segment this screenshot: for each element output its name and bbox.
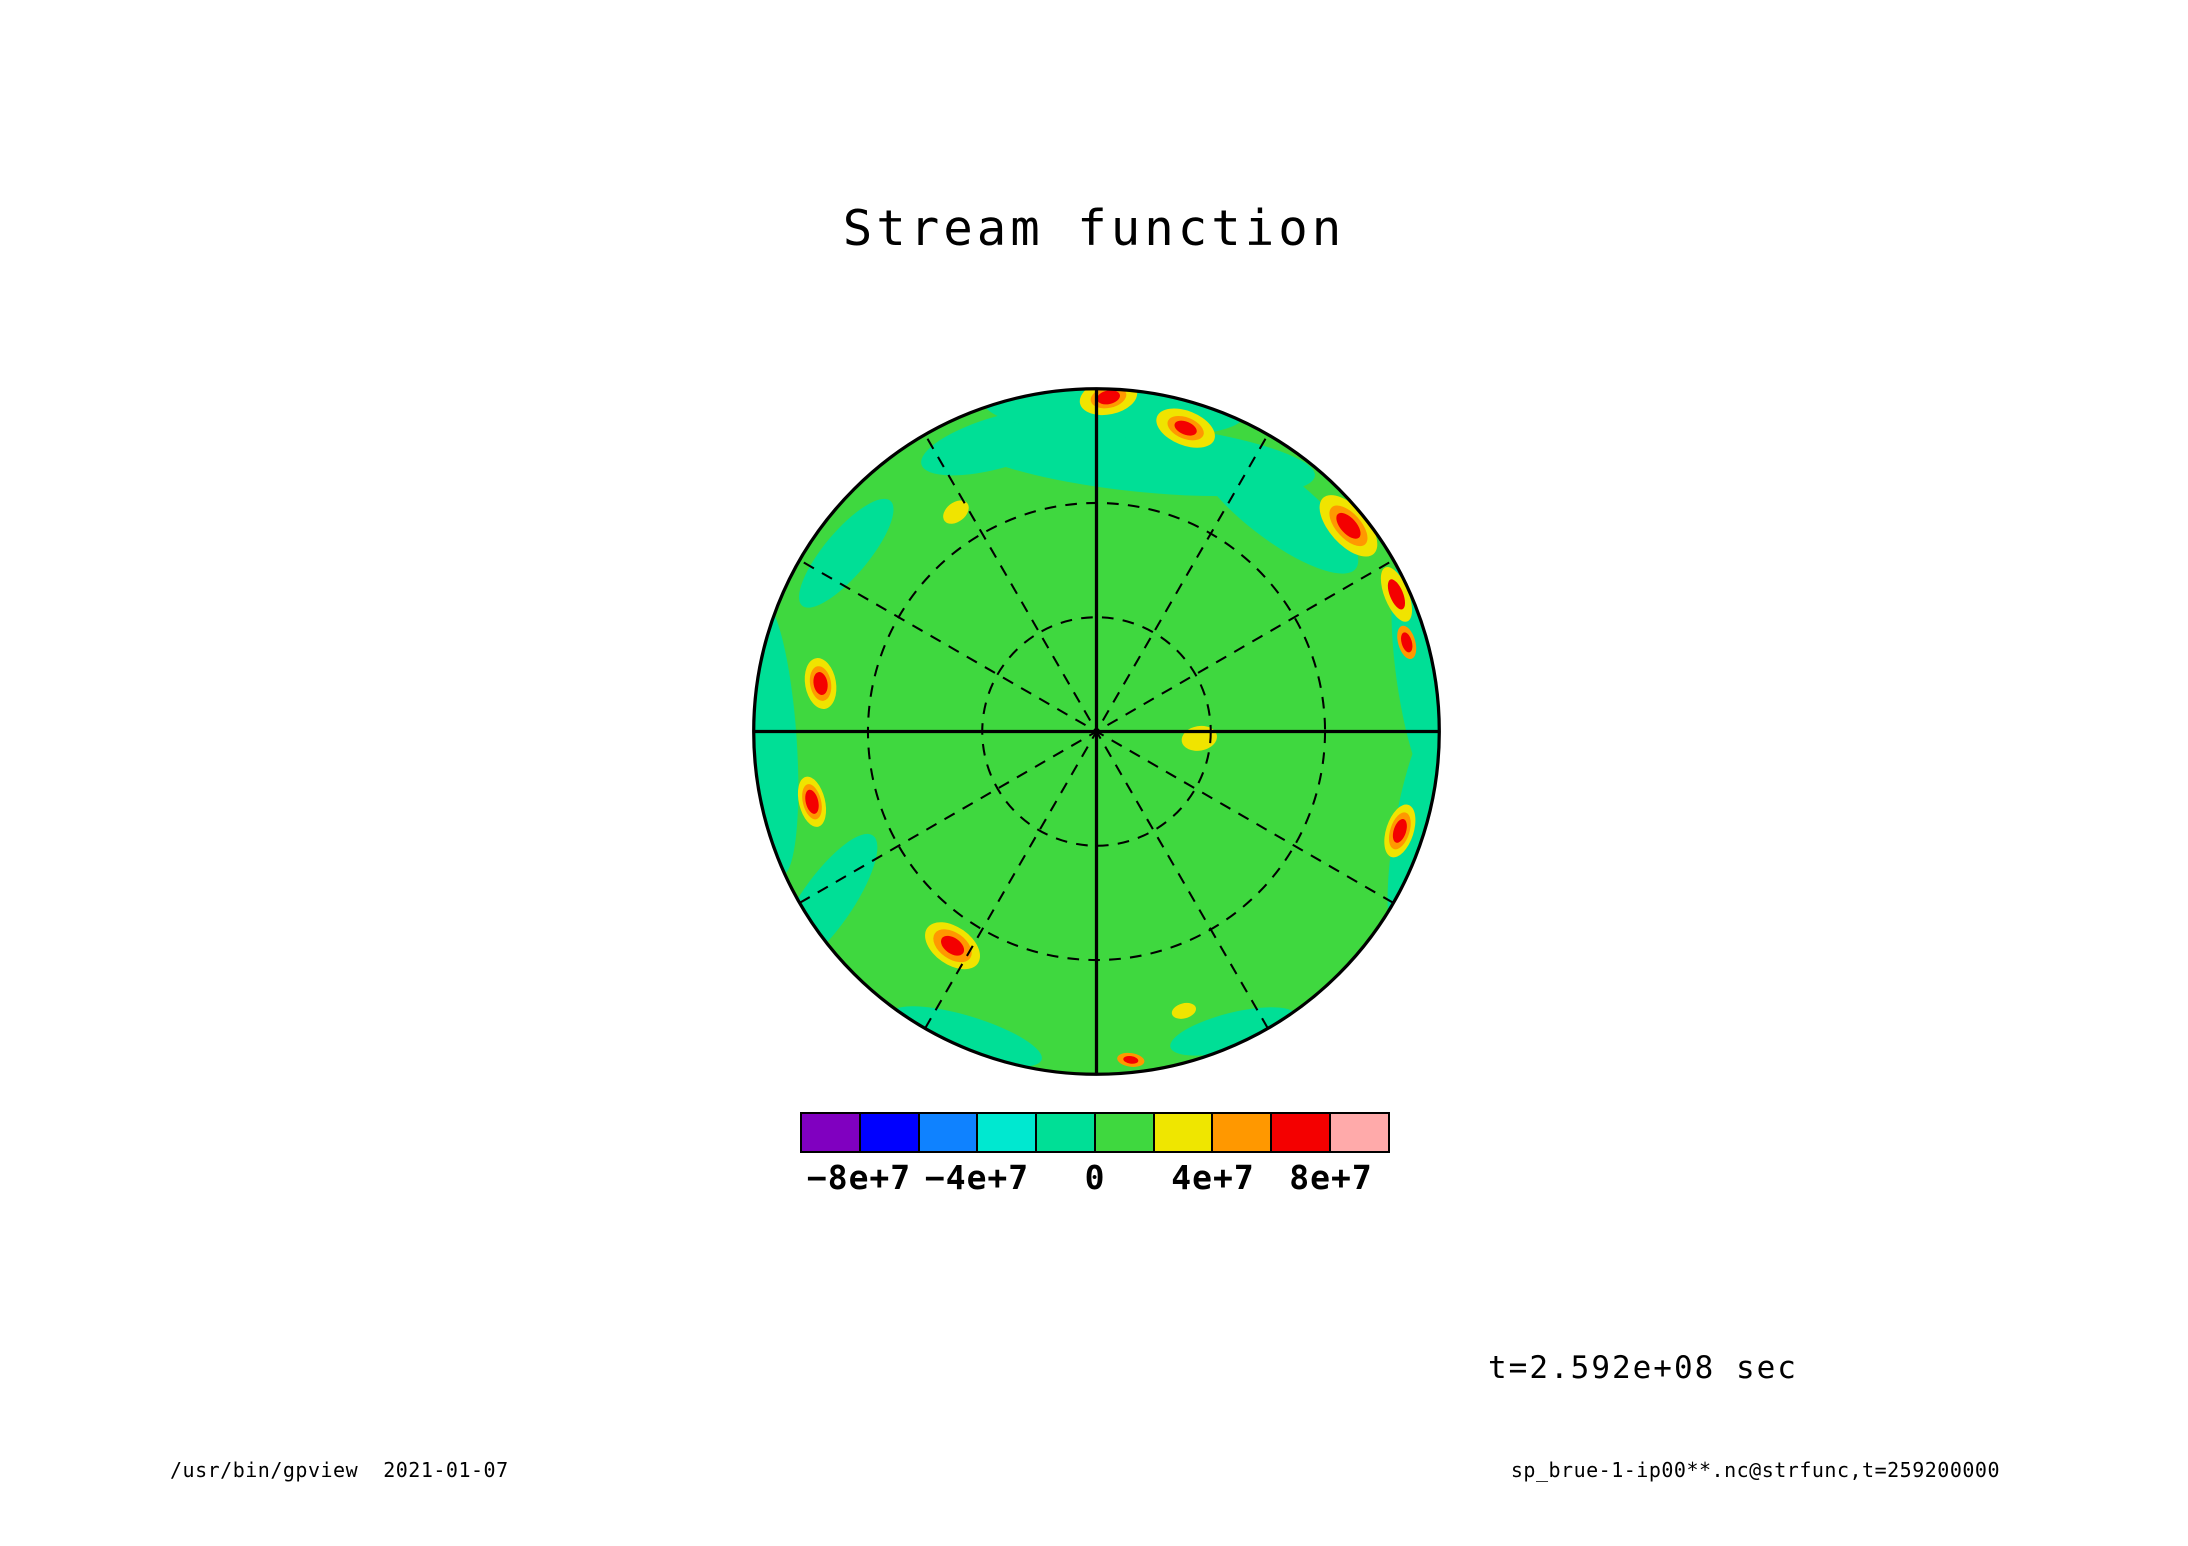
colorbar-tick-labels: −8e+7 −4e+7 0 4e+7 8e+7 bbox=[800, 1158, 1390, 1202]
anomaly-spot bbox=[1392, 819, 1407, 843]
colorbar-tick-label: −8e+7 bbox=[806, 1158, 912, 1197]
anomaly-spot bbox=[1123, 1056, 1139, 1064]
colorbar-cell bbox=[800, 1112, 862, 1153]
colorbar-tick-label: 4e+7 bbox=[1171, 1158, 1255, 1197]
colorbar-cell bbox=[1211, 1112, 1273, 1153]
chart-title: Stream function bbox=[842, 200, 1346, 257]
colorbar bbox=[800, 1112, 1390, 1153]
time-label: t=2.592e+08 sec bbox=[1488, 1350, 1798, 1386]
colorbar-tick-label: 0 bbox=[1084, 1158, 1106, 1197]
anomaly-spot bbox=[1171, 1002, 1196, 1019]
stream-function-polar-map bbox=[752, 387, 1441, 1076]
colorbar-cell bbox=[1093, 1112, 1155, 1153]
anomaly-spot bbox=[940, 935, 965, 956]
anomaly-spot bbox=[1387, 579, 1406, 610]
anomaly-spot bbox=[813, 672, 828, 695]
footer-command-label: /usr/bin/gpview 2021-01-07 bbox=[170, 1458, 509, 1482]
anomaly-spot bbox=[1174, 420, 1197, 436]
footer-file-label: sp_brue-1-ip00**.nc@strfunc,t=259200000 bbox=[1510, 1458, 2000, 1482]
colorbar-cell bbox=[1035, 1112, 1097, 1153]
anomaly-spot bbox=[943, 500, 969, 524]
colorbar-cell bbox=[917, 1112, 979, 1153]
anomaly-spot bbox=[1401, 632, 1413, 653]
colorbar-tick-label: −4e+7 bbox=[924, 1158, 1030, 1197]
colorbar-tick-label: 8e+7 bbox=[1289, 1158, 1373, 1197]
negative-band-patch bbox=[799, 498, 894, 608]
colorbar-cell bbox=[1152, 1112, 1214, 1153]
anomaly-spot bbox=[1336, 512, 1361, 539]
colorbar-cell bbox=[1328, 1112, 1390, 1153]
anomaly-spot bbox=[1097, 390, 1120, 405]
anomaly-spot bbox=[805, 789, 819, 814]
colorbar-cell bbox=[1270, 1112, 1332, 1153]
colorbar-cell bbox=[976, 1112, 1038, 1153]
negative-band-patch bbox=[1191, 436, 1359, 574]
colorbar-cell bbox=[858, 1112, 920, 1153]
negative-band-patch bbox=[1170, 1007, 1297, 1056]
map-outline bbox=[752, 387, 1441, 1076]
